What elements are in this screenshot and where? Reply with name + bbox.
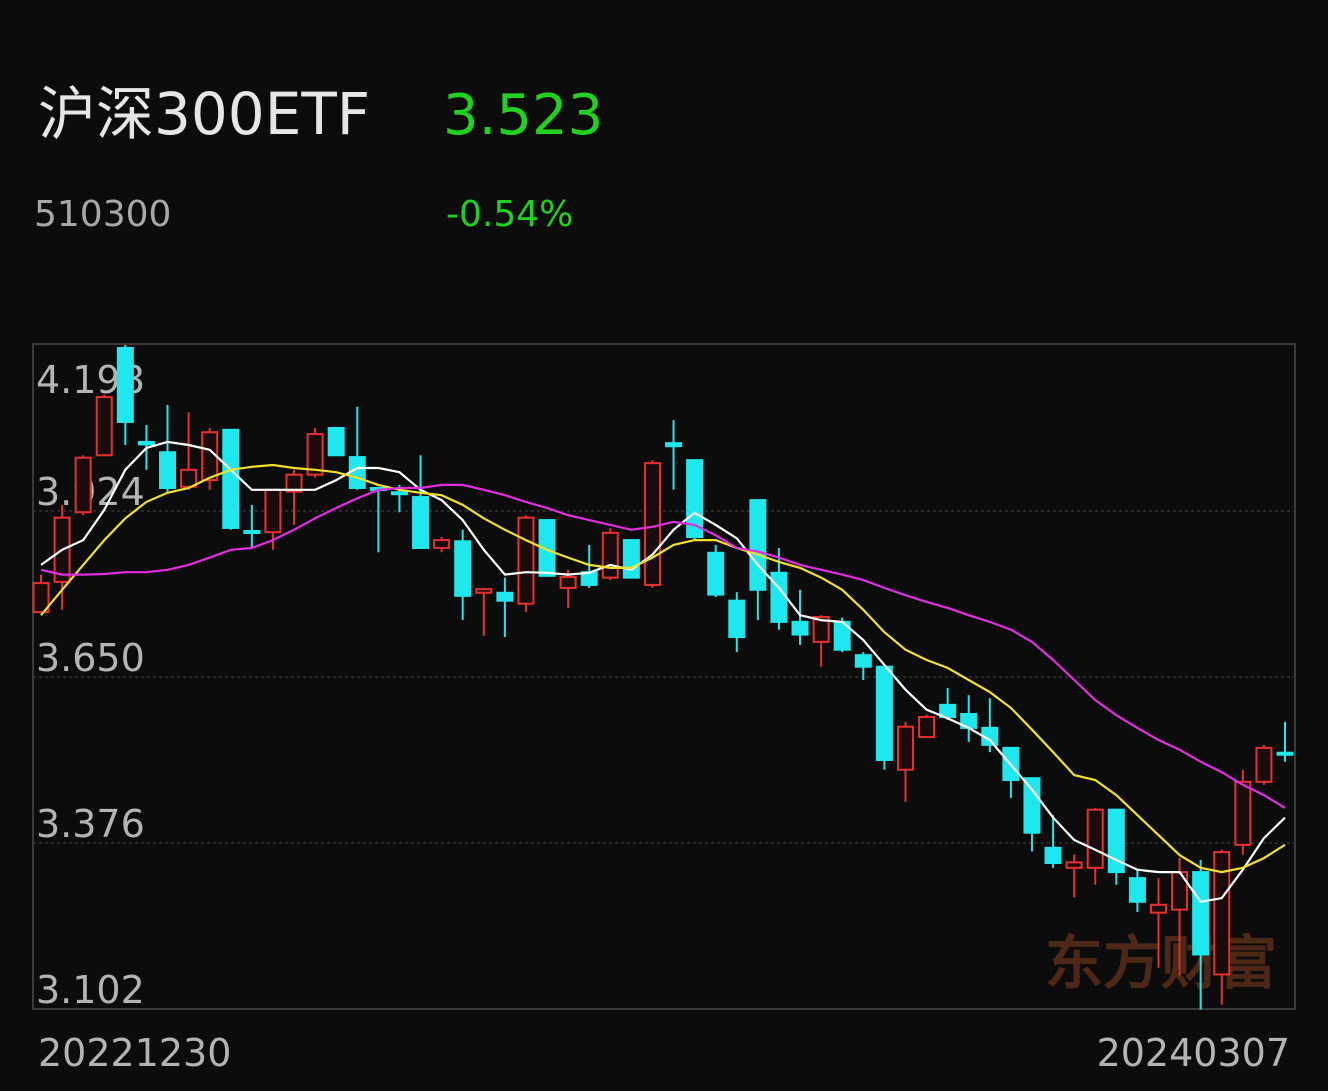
x-tick-label: 20221230 bbox=[38, 1031, 231, 1075]
candle-body bbox=[939, 703, 957, 718]
candle-body bbox=[1192, 871, 1210, 956]
candle-body bbox=[433, 539, 451, 549]
candle-body bbox=[538, 519, 556, 577]
candle-body bbox=[770, 571, 788, 623]
candle-body bbox=[749, 499, 767, 591]
y-tick-label: 3.376 bbox=[36, 802, 145, 846]
candle-body bbox=[1065, 861, 1083, 869]
candle-body bbox=[264, 488, 282, 534]
candle-body bbox=[1128, 877, 1146, 903]
moving-average-line bbox=[40, 440, 1286, 904]
candle-body bbox=[1023, 777, 1041, 834]
fund-name: 沪深300ETF bbox=[38, 80, 370, 148]
candle-body bbox=[1213, 851, 1231, 976]
candle-body bbox=[1276, 751, 1294, 756]
candle-body bbox=[791, 620, 809, 636]
candle-body bbox=[74, 456, 92, 514]
candle-body bbox=[285, 473, 303, 493]
y-tick-label: 3.102 bbox=[36, 968, 145, 1012]
candle-body bbox=[643, 462, 661, 586]
moving-average-line bbox=[40, 483, 1286, 809]
candle-body bbox=[728, 599, 746, 639]
candle-body bbox=[1234, 780, 1252, 846]
candle-body bbox=[812, 616, 830, 643]
candle-body bbox=[306, 433, 324, 476]
candle-body bbox=[1255, 746, 1273, 783]
candle-body bbox=[1086, 808, 1104, 869]
candle-body bbox=[559, 576, 577, 589]
candle-body bbox=[707, 551, 725, 596]
candle-body bbox=[601, 531, 619, 579]
fund-code: 510300 bbox=[34, 194, 171, 235]
candle-body bbox=[390, 491, 408, 496]
candle-body bbox=[665, 442, 683, 448]
watermark: 东方财富 bbox=[1045, 929, 1277, 997]
moving-average-line bbox=[40, 463, 1286, 874]
candle-body bbox=[686, 459, 704, 539]
candle-body bbox=[854, 654, 872, 668]
candle-body bbox=[475, 588, 493, 594]
candle-body bbox=[896, 725, 914, 771]
candle-body bbox=[180, 468, 198, 488]
price: 3.523 bbox=[443, 83, 603, 148]
candle-body bbox=[412, 496, 430, 549]
candle-body bbox=[222, 428, 240, 529]
candle-body bbox=[454, 540, 472, 597]
candle-body bbox=[137, 440, 155, 446]
candle-body bbox=[159, 451, 177, 489]
candle-body bbox=[116, 347, 134, 423]
change: -0.54% bbox=[446, 194, 573, 235]
candle-body bbox=[496, 591, 514, 602]
candle-body bbox=[1044, 846, 1062, 864]
candle-body bbox=[243, 529, 261, 534]
candle-body bbox=[622, 539, 640, 579]
candle-body bbox=[32, 582, 50, 614]
candle-body bbox=[918, 715, 936, 738]
candle-body bbox=[348, 456, 366, 489]
candle-body bbox=[1149, 903, 1167, 914]
candle-body bbox=[1107, 808, 1125, 874]
y-tick-label: 3.650 bbox=[36, 636, 145, 680]
candle-body bbox=[327, 427, 345, 457]
candle-body bbox=[517, 516, 535, 605]
x-tick-label: 20240307 bbox=[1097, 1031, 1290, 1075]
candle-body bbox=[875, 665, 893, 762]
candle-body bbox=[95, 396, 113, 457]
